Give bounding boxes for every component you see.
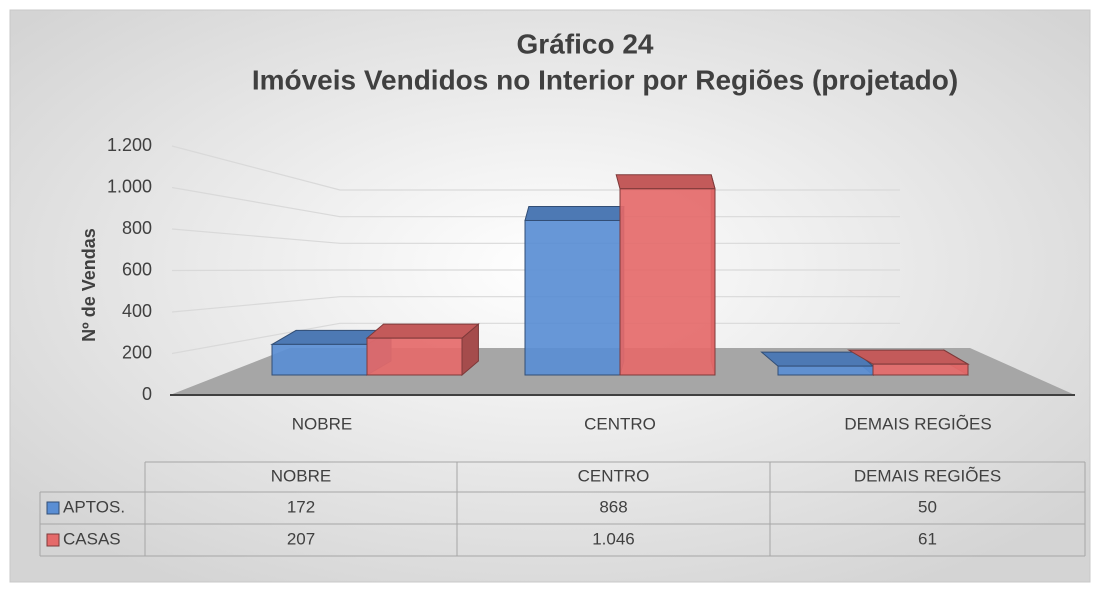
- bar: [872, 363, 969, 376]
- legend-swatch: [46, 501, 60, 515]
- bar: [777, 365, 874, 376]
- bar-top: [524, 205, 625, 221]
- table-value: 1.046: [592, 529, 635, 548]
- data-table: NOBRE CENTRO DEMAIS REGIÕES APTOS. 172 868 50 C…: [39, 461, 1086, 557]
- legend-swatch: [46, 533, 60, 547]
- chart-subtitle: Imóveis Vendidos no Interior por Regiões…: [252, 64, 958, 95]
- x-tick-label: DEMAIS REGIÕES: [844, 414, 991, 433]
- chart-title: Gráfico 24: [517, 28, 654, 59]
- y-tick-label: 600: [122, 259, 152, 279]
- legend-label: CASAS: [63, 529, 121, 548]
- x-tick-label: CENTRO: [584, 414, 656, 433]
- y-tick-label: 800: [122, 218, 152, 238]
- bar: [366, 337, 463, 376]
- y-tick-label: 0: [142, 384, 152, 404]
- table-value: 207: [287, 529, 315, 548]
- bars: [270, 174, 970, 377]
- y-tick-label: 1.200: [107, 135, 152, 155]
- bar: [524, 219, 621, 376]
- y-tick-label: 1.000: [107, 176, 152, 196]
- table-value: 172: [287, 497, 315, 516]
- table-header: CENTRO: [578, 466, 650, 485]
- legend-label: APTOS.: [63, 497, 125, 516]
- y-tick-label: 200: [122, 342, 152, 362]
- table-value: 868: [599, 497, 627, 516]
- table-value: 50: [918, 497, 937, 516]
- bar-top: [365, 323, 480, 339]
- table-value: 61: [918, 529, 937, 548]
- y-tick-label: 400: [122, 301, 152, 321]
- x-tick-label: NOBRE: [292, 414, 352, 433]
- bar-top: [615, 174, 716, 190]
- table-header: NOBRE: [271, 466, 331, 485]
- bar: [271, 343, 368, 376]
- table-header: DEMAIS REGIÕES: [854, 466, 1001, 485]
- bar: [619, 188, 716, 376]
- y-axis-label: Nº de Vendas: [79, 228, 99, 342]
